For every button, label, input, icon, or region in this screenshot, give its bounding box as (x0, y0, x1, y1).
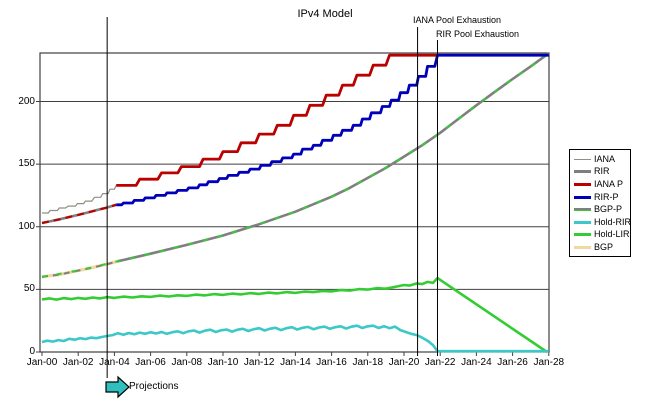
legend-item-Hold-LIR: Hold-LIR (570, 229, 630, 242)
legend-label: RIR (594, 166, 610, 177)
x-axis-label-Jan-12: Jan-12 (243, 357, 275, 368)
x-axis-label-Jan-10: Jan-10 (207, 357, 239, 368)
legend-line-sample (574, 220, 591, 224)
series-Hold-RIR (41, 324, 549, 353)
legend-item-RIR: RIR (570, 166, 630, 179)
y-axis-label-0: 0 (29, 346, 35, 357)
iana-exhaustion-annotation: IANA Pool Exhaustion (413, 15, 502, 25)
series-IANA (42, 185, 117, 214)
series-BGP-P (117, 52, 550, 263)
legend-item-RIR-P: RIR-P (570, 191, 630, 204)
x-axis-label-Jan-28: Jan-28 (533, 357, 565, 368)
x-axis-label-Jan-06: Jan-06 (135, 357, 166, 368)
series-BGP-P-history-fit (41, 260, 119, 278)
series-IANA P (116, 53, 437, 187)
projections-annotation: Projections (129, 381, 179, 392)
legend-item-Hold-RIR: Hold-RIR (570, 216, 632, 229)
x-axis-label-Jan-26: Jan-26 (497, 357, 528, 368)
legend-label: Hold-LIR (594, 229, 630, 240)
legend-line-sample (574, 170, 591, 174)
legend-line-sample (574, 233, 591, 237)
x-axis-label-Jan-04: Jan-04 (99, 357, 130, 368)
x-axis-label-Jan-00: Jan-00 (26, 357, 58, 368)
legend-label: BGP-P (594, 204, 623, 215)
series-IANA-P-history-fit (41, 203, 117, 225)
legend-item-BGP: BGP (570, 241, 630, 254)
y-axis-label-100: 100 (18, 220, 35, 232)
legend-label: IANA P (594, 178, 624, 189)
legend-label: Hold-RIR (594, 216, 632, 227)
legend-line-sample (574, 195, 591, 199)
legend-label: RIR-P (594, 191, 619, 202)
legend-box: IANA RIR IANA P RIR-P BGP-P Hold-RIR Hold-LIR B… (569, 149, 631, 257)
projections-arrow-icon (105, 375, 130, 399)
x-axis-label-Jan-24: Jan-24 (461, 357, 492, 368)
rir-exhaustion-annotation: RIR Pool Exhaustion (436, 29, 520, 39)
series-BGP-P-green-overlay (41, 52, 550, 278)
x-axis-label-Jan-16: Jan-16 (316, 357, 347, 368)
x-axis-label-Jan-02: Jan-02 (62, 357, 94, 368)
series-RIR-P (116, 53, 549, 207)
x-axis-label-Jan-20: Jan-20 (388, 357, 420, 368)
legend-item-IANA: IANA (570, 153, 630, 166)
legend-line-sample (574, 158, 591, 161)
y-axis-label-150: 150 (18, 158, 35, 170)
chart-title: IPv4 Model (297, 8, 353, 20)
legend-line-sample (574, 208, 591, 212)
y-axis-label-50: 50 (23, 283, 35, 295)
x-axis-label-Jan-22: Jan-22 (424, 357, 456, 368)
plot-border (39, 52, 550, 353)
legend-line-sample (574, 182, 591, 186)
x-axis-label-Jan-08: Jan-08 (171, 357, 203, 368)
x-axis-label-Jan-14: Jan-14 (280, 357, 311, 368)
y-axis-label-200: 200 (18, 95, 35, 107)
x-axis-label-Jan-18: Jan-18 (352, 357, 384, 368)
legend-item-BGP-P: BGP-P (570, 203, 630, 216)
legend-line-sample (574, 245, 591, 249)
legend-label: IANA (594, 153, 616, 164)
legend-item-IANA P: IANA P (570, 178, 630, 191)
legend-label: BGP (594, 241, 614, 252)
series-Hold-LIR (41, 276, 548, 354)
